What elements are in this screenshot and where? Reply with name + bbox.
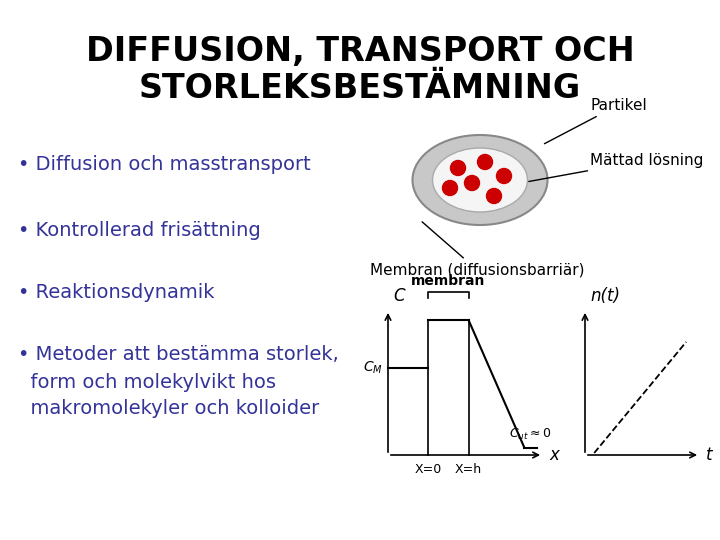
Text: $C_M$: $C_M$	[363, 360, 383, 376]
Text: • Diffusion och masstransport: • Diffusion och masstransport	[18, 156, 311, 174]
Text: C: C	[393, 287, 405, 305]
Ellipse shape	[413, 135, 547, 225]
Circle shape	[451, 160, 466, 176]
Circle shape	[487, 188, 502, 204]
Text: x: x	[549, 446, 559, 464]
Text: X=0: X=0	[415, 463, 442, 476]
Text: Mättad lösning: Mättad lösning	[528, 152, 703, 181]
Circle shape	[477, 154, 492, 170]
Text: form och molekylvikt hos: form och molekylvikt hos	[18, 373, 276, 392]
Text: X=h: X=h	[455, 463, 482, 476]
Text: makromolekyler och kolloider: makromolekyler och kolloider	[18, 400, 319, 419]
Circle shape	[497, 168, 511, 184]
Text: membran: membran	[411, 274, 485, 288]
Text: $C_{ut} \approx 0$: $C_{ut} \approx 0$	[509, 427, 552, 442]
Text: t: t	[706, 446, 713, 464]
Circle shape	[464, 176, 480, 191]
Text: n(t): n(t)	[590, 287, 620, 305]
Text: • Reaktionsdynamik: • Reaktionsdynamik	[18, 282, 215, 301]
Text: Partikel: Partikel	[544, 98, 647, 144]
Text: • Kontrollerad frisättning: • Kontrollerad frisättning	[18, 220, 261, 240]
Text: STORLEKSBESTÄMNING: STORLEKSBESTÄMNING	[139, 72, 581, 105]
Text: Membran (diffusionsbarriär): Membran (diffusionsbarriär)	[370, 222, 585, 278]
Text: • Metoder att bestämma storlek,: • Metoder att bestämma storlek,	[18, 346, 338, 365]
Ellipse shape	[433, 148, 528, 212]
Text: DIFFUSION, TRANSPORT OCH: DIFFUSION, TRANSPORT OCH	[86, 35, 634, 68]
Circle shape	[443, 180, 457, 195]
